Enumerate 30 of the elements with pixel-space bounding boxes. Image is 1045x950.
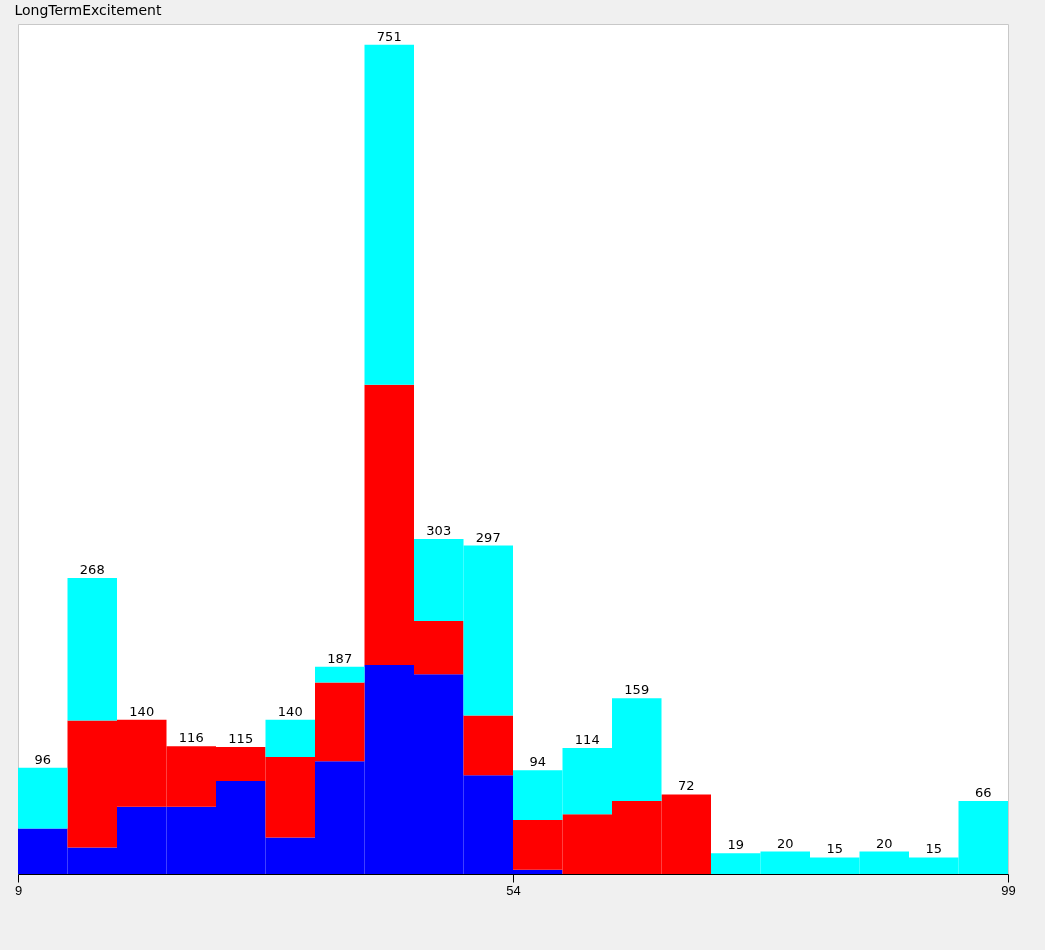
chart-title: LongTermExcitement	[14, 2, 162, 18]
x-tick-label: 99	[1001, 882, 1016, 898]
annotation: 72	[677, 778, 695, 794]
x-tick-label: 9	[14, 882, 23, 898]
bar	[18, 767, 68, 829]
x-tick-label: 54	[506, 882, 521, 898]
annotation: 303	[426, 522, 452, 538]
annotation: 114	[574, 731, 600, 747]
annotation: 187	[327, 650, 353, 666]
annotation: 15	[826, 841, 844, 857]
annotation: 115	[228, 731, 254, 747]
annotation: 159	[624, 682, 650, 698]
annotation: 15	[925, 841, 943, 857]
annotation: 20	[875, 835, 893, 851]
annotation: 268	[79, 561, 105, 577]
annotation: 297	[475, 529, 501, 545]
annotation: 140	[277, 703, 303, 719]
annotation: 66	[974, 785, 992, 801]
bar	[67, 577, 117, 721]
bar	[463, 715, 513, 776]
bar	[265, 719, 315, 758]
annotation: 20	[776, 835, 794, 851]
annotation: 140	[129, 703, 155, 719]
annotation: 19	[727, 837, 745, 853]
annotation: 96	[34, 751, 52, 767]
bar	[364, 44, 414, 385]
annotation: 751	[376, 28, 402, 44]
bar	[315, 666, 365, 683]
annotation: 94	[529, 754, 547, 770]
annotation: 116	[178, 730, 204, 746]
